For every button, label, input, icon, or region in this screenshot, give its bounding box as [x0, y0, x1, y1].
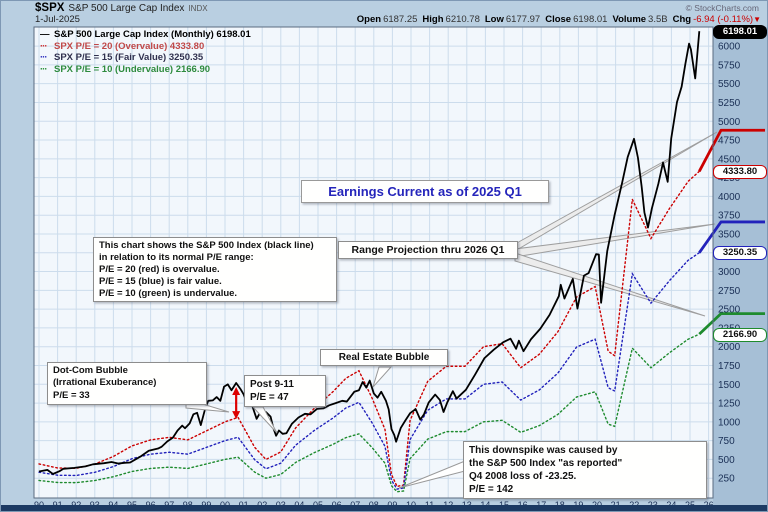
axis-tick-label: 4000: [718, 192, 741, 203]
axis-tick-label: 500: [718, 455, 735, 466]
dotcom-bubble-note: Dot-Com Bubble (Irrational Exuberance) P…: [47, 362, 207, 406]
axis-tick-label: 750: [718, 436, 735, 447]
low-value: 6177.97: [505, 14, 541, 25]
open-value: 6187.25: [383, 14, 418, 25]
close-label: Close: [545, 14, 572, 25]
axis-tick-label: 4750: [718, 136, 741, 147]
header-quote-row: 1-Jul-2025 Open 6187.25 High 6210.78 Low 6177…: [35, 14, 763, 26]
axis-tick-label: 2500: [718, 305, 741, 316]
axis-tick-label: 2000: [718, 342, 741, 353]
axis-tick-label: 250: [718, 474, 735, 485]
spx-line-swatch-icon: —: [40, 29, 50, 40]
pe10-price-label: 2166.90: [713, 328, 767, 342]
series-spx-line: [38, 31, 701, 475]
annotation-pointer-tail: [251, 406, 278, 434]
axis-tick-label: 5750: [718, 60, 741, 71]
pe15-dotted-swatch-icon: ···: [40, 52, 48, 63]
arrow-head-down-icon: [232, 411, 241, 420]
legend-item-pe20: ··· SPX P/E = 20 (Overvalue) 4333.80: [40, 41, 251, 53]
chart-legend: — S&P 500 Large Cap Index (Monthly) 6198.…: [40, 29, 251, 75]
pe15-price-label: 3250.35: [713, 246, 767, 260]
real-estate-bubble-note: Real Estate Bubble: [320, 349, 448, 366]
legend-item-label: SPX P/E = 15 (Fair Value) 3250.35: [54, 52, 204, 63]
chart-header: $SPX S&P 500 Large Cap Index INDX © StockC…: [1, 1, 767, 27]
earnings-current-note: Earnings Current as of 2025 Q1: [301, 180, 549, 203]
chg-down-triangle-icon[interactable]: ▼: [753, 15, 761, 24]
pe10-dotted-swatch-icon: ···: [40, 63, 48, 75]
axis-tick-label: 3500: [718, 229, 741, 240]
low-label: Low: [484, 14, 504, 25]
axis-tick-label: 6000: [718, 42, 741, 53]
axis-tick-label: 5000: [718, 117, 741, 128]
close-value: 6198.01: [573, 14, 608, 25]
axis-tick-label: 1500: [718, 380, 741, 391]
volume-label: Volume: [612, 14, 647, 25]
chg-value: -6.94 (-0.11%): [693, 14, 754, 25]
bottom-frame-bar: [1, 505, 767, 511]
axis-tick-label: 1250: [718, 399, 741, 410]
volume-value: 3.5B: [648, 14, 668, 25]
series-pe15-dotted-line: [38, 252, 700, 490]
chart-date: 1-Jul-2025: [35, 14, 80, 25]
legend-item-pe15: ··· SPX P/E = 15 (Fair Value) 3250.35: [40, 52, 251, 64]
last-price-label: 6198.01: [713, 25, 767, 39]
high-label: High: [422, 14, 444, 25]
copyright-label: © StockCharts.com: [685, 3, 759, 13]
pe20-price-label: 4333.80: [713, 165, 767, 179]
legend-item-label: SPX P/E = 10 (Undervalue) 2166.90: [54, 63, 211, 75]
legend-item-pe10: ··· SPX P/E = 10 (Undervalue) 2166.90: [40, 64, 251, 76]
range-projection-note: Range Projection thru 2026 Q1: [338, 241, 518, 259]
ticker-symbol: $SPX: [35, 2, 65, 14]
legend-item-label: S&P 500 Large Cap Index (Monthly) 6198.0…: [54, 29, 251, 40]
projection-pe20-line: [698, 128, 765, 172]
axis-tick-label: 4500: [718, 154, 741, 165]
arrow-head-up-icon: [232, 387, 241, 396]
pe20-dotted-swatch-icon: ···: [40, 40, 48, 52]
legend-item-label: SPX P/E = 20 (Overvalue) 4333.80: [54, 40, 205, 52]
open-label: Open: [356, 14, 382, 25]
y-axis-panel: [713, 27, 767, 509]
plot-border: [33, 26, 714, 499]
downspike-note: This downspike was caused by the S&P 500…: [463, 441, 707, 499]
axis-tick-label: 3000: [718, 267, 741, 278]
axis-tick-label: 5500: [718, 79, 741, 90]
header-title-row: $SPX S&P 500 Large Cap Index INDX © StockC…: [35, 2, 761, 14]
axis-tick-label: 5250: [718, 98, 741, 109]
legend-item-spx: — S&P 500 Large Cap Index (Monthly) 6198.…: [40, 29, 251, 41]
series-pe20-dotted-line: [38, 170, 700, 488]
high-value: 6210.78: [445, 14, 480, 25]
chg-label: Chg: [672, 14, 692, 25]
axis-tick-label: 1000: [718, 417, 741, 428]
projection-pe10-line: [698, 312, 765, 336]
exchange-label: INDX: [188, 4, 208, 13]
quote-bar: Open 6187.25 High 6210.78 Low 6177.97 Close 619…: [357, 14, 761, 25]
post-911-note: Post 9-11 P/E = 47: [244, 375, 326, 407]
axis-tick-label: 1750: [718, 361, 741, 372]
pe-range-explanation-note: This chart shows the S&P 500 Index (blac…: [93, 237, 337, 303]
index-name: S&P 500 Large Cap Index: [68, 3, 185, 14]
axis-tick-label: 2750: [718, 286, 741, 297]
annotation-pointer-tail: [372, 366, 393, 388]
projection-pe15-line: [698, 220, 765, 254]
series-pe10-dotted-line: [38, 333, 700, 493]
axis-tick-label: 3750: [718, 211, 741, 222]
